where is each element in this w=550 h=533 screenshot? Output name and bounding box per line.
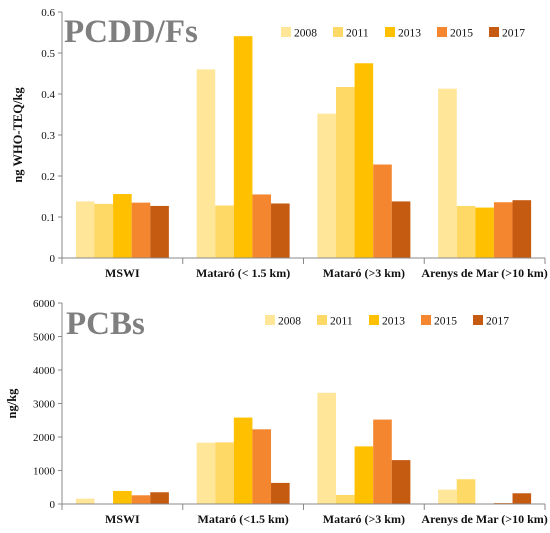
legend: 2008 2011 2013 2015 2017 (281, 27, 525, 40)
bar-2013-4 (475, 207, 494, 258)
bar-2013-2 (233, 36, 253, 258)
bar-2008-4 (438, 88, 457, 258)
y-tick-label: 2000 (33, 432, 56, 444)
bar-2011-3 (335, 494, 355, 504)
legend-label-2015: 2015 (434, 316, 457, 328)
legend-label-2008: 2008 (294, 28, 317, 40)
bar-2008-2 (196, 69, 216, 259)
y-tick-label: 5000 (33, 332, 56, 344)
bar-2017-1 (150, 205, 169, 258)
legend-label-2013: 2013 (398, 28, 421, 40)
bar-2017-4 (512, 200, 532, 258)
bar-2017-3 (391, 460, 411, 504)
bar-2017-3 (391, 201, 411, 258)
bar-2011-4 (456, 205, 476, 258)
legend-label-2017: 2017 (486, 316, 509, 328)
y-tick-label: 0.2 (41, 171, 55, 183)
bar-2017-4 (512, 493, 532, 504)
legend-swatch-2013 (369, 315, 379, 325)
bar-2008-1 (75, 498, 95, 504)
y-tick-label: 0.1 (41, 212, 55, 224)
bar-2013-1 (113, 490, 132, 504)
chart-panel-2: 0 1000 2000 3000 4000 5000 6000 MSWI Mataró (<1.… (5, 298, 548, 526)
y-tick-label: 1000 (33, 466, 56, 478)
x-category-label: MSWI (105, 266, 140, 280)
bar-2015-3 (373, 164, 392, 258)
legend-swatch-2015 (421, 315, 431, 325)
bar-2011-2 (215, 205, 234, 258)
bar-2017-2 (271, 203, 290, 258)
bar-2008-2 (196, 442, 216, 504)
x-category-label: Arenys de Mar (>10 km) (421, 266, 547, 280)
y-tick-label: 0.4 (41, 89, 55, 101)
bar-2013-3 (354, 446, 374, 504)
x-category-label: Mataró (< 1.5 km) (196, 266, 290, 280)
x-category-label: Mataró (>3 km) (323, 266, 405, 280)
x-category-label: MSWI (105, 512, 140, 526)
bar-2017-2 (271, 482, 290, 504)
bar-2015-2 (252, 429, 272, 504)
legend-label-2011: 2011 (330, 316, 353, 328)
chart-panel-1: 0 0.1 0.2 0.3 0.4 0.5 0.6 MSWI Mataró (< 1.5 km)… (11, 7, 548, 280)
bar-2013-1 (113, 194, 132, 258)
y-tick-label: 0 (50, 253, 56, 265)
legend-swatch-2011 (317, 315, 327, 325)
bar-2008-4 (438, 489, 457, 504)
legend-swatch-2013 (385, 27, 395, 37)
bar-2013-2 (233, 417, 253, 504)
legend-label-2013: 2013 (382, 316, 405, 328)
bar-2017-1 (150, 492, 169, 504)
y-tick-label: 4000 (33, 365, 56, 377)
y-tick-label: 0 (50, 499, 56, 511)
y-tick-label: 6000 (33, 298, 56, 310)
bar-2008-3 (317, 392, 336, 504)
y-tick-label: 3000 (33, 399, 56, 411)
y-axis-title: ng WHO-TEQ/kg (11, 87, 25, 183)
legend-label-2011: 2011 (346, 28, 369, 40)
x-category-label: Mataró (<1.5 km) (198, 512, 289, 526)
x-category-label: Arenys de Mar (>10 km) (421, 512, 547, 526)
y-tick-label: 0.6 (41, 7, 55, 19)
legend-swatch-2015 (437, 27, 447, 37)
bar-2015-2 (252, 194, 272, 258)
legend-swatch-2017 (489, 27, 499, 37)
bar-2008-1 (75, 201, 95, 258)
legend-swatch-2011 (333, 27, 343, 37)
panel-title: PCDD/Fs (64, 14, 198, 50)
legend-swatch-2017 (473, 315, 483, 325)
legend-label-2017: 2017 (502, 28, 525, 40)
y-tick-label: 0.5 (41, 48, 55, 60)
x-category-label: Mataró (>3 km) (323, 512, 405, 526)
bar-2015-4 (493, 202, 513, 258)
bar-2011-1 (94, 203, 114, 258)
bar-2015-3 (373, 419, 392, 504)
bar-2008-3 (317, 113, 336, 259)
bar-2015-1 (131, 495, 151, 504)
bar-2011-2 (215, 442, 234, 504)
y-axis-title: ng/kg (5, 388, 19, 419)
bar-2013-3 (354, 63, 374, 258)
bar-2015-1 (131, 202, 151, 258)
legend-label-2008: 2008 (278, 316, 301, 328)
legend: 2008 2011 2013 2015 2017 (265, 315, 509, 328)
legend-label-2015: 2015 (450, 28, 473, 40)
panel-title: PCBs (66, 306, 145, 342)
legend-swatch-2008 (281, 27, 291, 37)
bar-2011-4 (456, 479, 476, 504)
y-tick-label: 0.3 (41, 130, 55, 142)
bar-2011-3 (335, 87, 355, 258)
legend-swatch-2008 (265, 315, 275, 325)
